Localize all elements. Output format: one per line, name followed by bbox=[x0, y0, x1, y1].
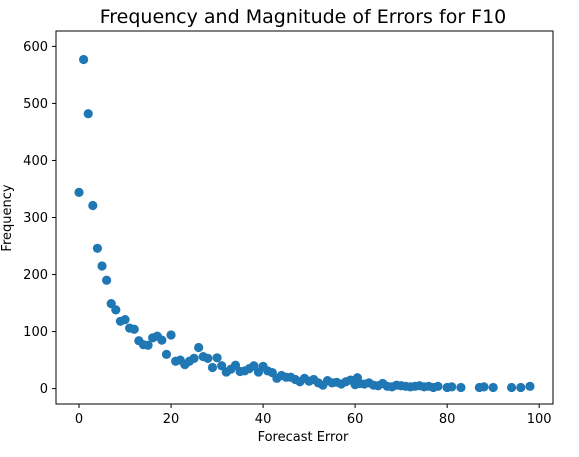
data-point bbox=[102, 275, 112, 285]
data-point bbox=[488, 382, 498, 393]
x-tick-label: 0 bbox=[75, 412, 83, 427]
data-point bbox=[88, 200, 98, 211]
data-point bbox=[161, 349, 172, 359]
x-tick-label: 80 bbox=[439, 412, 456, 427]
data-point bbox=[456, 382, 466, 393]
axes-frame bbox=[55, 30, 554, 405]
data-point bbox=[129, 324, 139, 334]
y-tick-label: 300 bbox=[23, 211, 48, 226]
y-tick-label: 500 bbox=[23, 97, 48, 112]
data-point bbox=[79, 54, 89, 65]
chart-title: Frequency and Magnitude of Errors for F1… bbox=[100, 6, 507, 28]
data-point bbox=[525, 381, 535, 391]
data-point bbox=[194, 342, 204, 353]
data-point bbox=[479, 382, 489, 392]
y-axis-label: Frequency bbox=[0, 184, 15, 251]
data-point bbox=[207, 362, 218, 373]
data-point bbox=[74, 187, 84, 198]
x-axis-label: Forecast Error bbox=[258, 430, 349, 445]
data-point bbox=[203, 353, 213, 363]
data-point bbox=[189, 353, 199, 363]
x-tick-label: 60 bbox=[347, 412, 364, 427]
y-tick-label: 600 bbox=[23, 40, 48, 55]
data-points bbox=[74, 54, 535, 393]
data-point bbox=[433, 381, 443, 391]
y-tick-label: 400 bbox=[23, 154, 48, 169]
x-tick-label: 20 bbox=[163, 412, 180, 427]
data-point bbox=[166, 330, 176, 340]
y-axis: 0 100 200 300 400 500 600 bbox=[23, 40, 56, 397]
data-point bbox=[120, 314, 130, 325]
data-point bbox=[506, 382, 517, 393]
data-point bbox=[92, 243, 103, 253]
data-point bbox=[83, 109, 93, 119]
x-tick-label: 40 bbox=[255, 412, 272, 427]
data-point bbox=[157, 335, 167, 345]
y-tick-label: 0 bbox=[40, 382, 48, 397]
data-point bbox=[212, 353, 222, 363]
y-tick-label: 100 bbox=[23, 325, 48, 340]
data-point bbox=[97, 261, 107, 271]
x-axis: 0 20 40 60 80 100 bbox=[75, 404, 552, 427]
data-point bbox=[111, 305, 121, 315]
data-point bbox=[143, 340, 153, 350]
x-tick-label: 100 bbox=[527, 412, 552, 427]
data-point bbox=[447, 382, 457, 392]
data-point bbox=[516, 382, 526, 393]
y-tick-label: 200 bbox=[23, 268, 48, 283]
